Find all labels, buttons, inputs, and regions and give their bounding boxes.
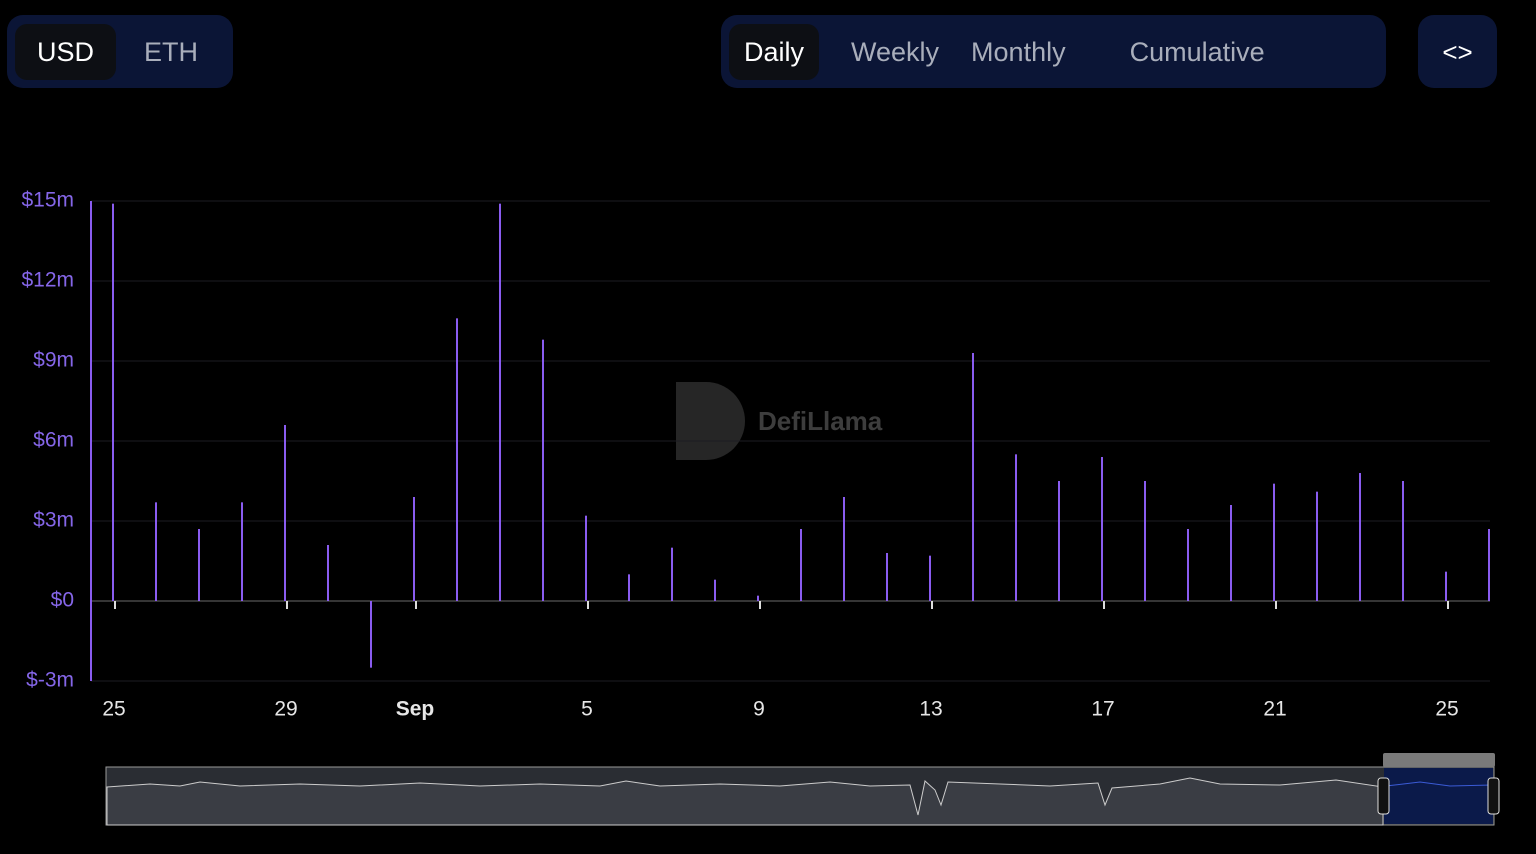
daily-button[interactable]: Daily bbox=[729, 23, 820, 80]
y-tick-label: $6m bbox=[33, 429, 74, 452]
navigator-handle-left[interactable] bbox=[1377, 777, 1390, 815]
bar bbox=[1445, 571, 1447, 601]
bar bbox=[1101, 457, 1103, 601]
bar bbox=[1015, 454, 1017, 601]
bar bbox=[714, 579, 716, 601]
watermark-text: DefiLlama bbox=[758, 406, 883, 436]
bar bbox=[241, 502, 243, 601]
x-tick-label: 25 bbox=[102, 698, 125, 721]
bar bbox=[1273, 483, 1275, 601]
usd-button[interactable]: USD bbox=[15, 23, 117, 80]
y-tick-label: $-3m bbox=[26, 669, 74, 692]
navigator bbox=[105, 753, 1500, 826]
cumulative-button[interactable]: Cumulative bbox=[1129, 36, 1265, 67]
bar bbox=[671, 547, 673, 601]
bar bbox=[542, 339, 544, 601]
navigator-tab[interactable] bbox=[1383, 753, 1495, 767]
bar bbox=[1488, 529, 1490, 601]
bar bbox=[929, 555, 931, 601]
bar bbox=[585, 515, 587, 601]
watermark-logo bbox=[676, 382, 745, 460]
period-toggle: Daily Weekly Monthly Cumulative bbox=[721, 15, 1386, 88]
bar bbox=[1402, 481, 1404, 601]
navigator-sparkline bbox=[106, 777, 1384, 826]
y-tick-label: $0 bbox=[51, 589, 74, 612]
bar bbox=[972, 353, 974, 601]
bar bbox=[1144, 481, 1146, 601]
x-tick-label: 9 bbox=[753, 698, 765, 721]
embed-group: <> bbox=[1418, 15, 1497, 88]
navigator-frame bbox=[105, 766, 1495, 826]
weekly-button[interactable]: Weekly bbox=[851, 36, 940, 67]
x-tick-label: Sep bbox=[396, 698, 435, 721]
watermark: DefiLlama bbox=[676, 382, 883, 460]
y-tick-label: $9m bbox=[33, 349, 74, 372]
bar bbox=[800, 529, 802, 601]
embed-button[interactable]: <> bbox=[1442, 36, 1473, 67]
bar bbox=[370, 601, 372, 668]
navigator-handle-right[interactable] bbox=[1487, 777, 1500, 815]
x-tick-label: 25 bbox=[1435, 698, 1458, 721]
bar bbox=[284, 425, 286, 601]
bar bbox=[843, 497, 845, 601]
monthly-button[interactable]: Monthly bbox=[971, 36, 1066, 67]
eth-button[interactable]: ETH bbox=[144, 36, 199, 67]
x-tick-label: 21 bbox=[1263, 698, 1286, 721]
bar bbox=[628, 574, 630, 601]
currency-toggle: USD ETH bbox=[7, 15, 233, 88]
bar bbox=[327, 545, 329, 601]
x-tick-label: 17 bbox=[1091, 698, 1114, 721]
bar bbox=[198, 529, 200, 601]
bar bbox=[112, 203, 114, 601]
bar bbox=[757, 595, 759, 601]
y-tick-label: $12m bbox=[21, 269, 74, 292]
bar bbox=[1187, 529, 1189, 601]
x-tick-label: 5 bbox=[581, 698, 593, 721]
bar bbox=[413, 497, 415, 601]
y-tick-label: $15m bbox=[21, 189, 74, 212]
navigator-selection bbox=[1384, 768, 1493, 824]
y-tick-label: $3m bbox=[33, 509, 74, 532]
bar bbox=[155, 502, 157, 601]
bar bbox=[1359, 473, 1361, 601]
bar bbox=[499, 203, 501, 601]
navigator-selection-line bbox=[1385, 781, 1493, 787]
bar bbox=[1230, 505, 1232, 601]
bar bbox=[1058, 481, 1060, 601]
bar bbox=[1316, 491, 1318, 601]
bar bbox=[456, 318, 458, 601]
bar bbox=[886, 553, 888, 601]
x-tick-label: 29 bbox=[274, 698, 297, 721]
x-tick-label: 13 bbox=[919, 698, 942, 721]
